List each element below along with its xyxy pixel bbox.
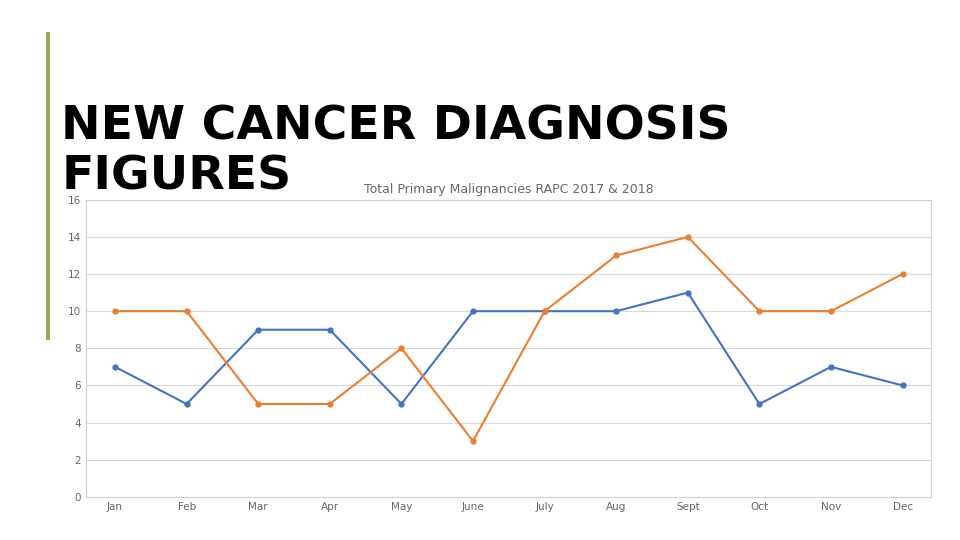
2018 Total Primary Malignancies xyxy=(180,308,192,314)
2018 Total Primary Malignancies xyxy=(754,308,765,314)
2018 Total Primary Malignancies xyxy=(252,401,264,407)
2017 Total Primary Malignancies xyxy=(324,327,336,333)
2018 Total Primary Malignancies xyxy=(897,271,908,278)
2018 Total Primary Malignancies xyxy=(826,308,837,314)
Line: 2018 Total Primary Malignancies: 2018 Total Primary Malignancies xyxy=(112,234,905,443)
2017 Total Primary Malignancies xyxy=(539,308,550,314)
Text: NEW CANCER DIAGNOSIS
FIGURES: NEW CANCER DIAGNOSIS FIGURES xyxy=(61,105,731,200)
2017 Total Primary Malignancies xyxy=(826,363,837,370)
2018 Total Primary Malignancies xyxy=(539,308,550,314)
2018 Total Primary Malignancies xyxy=(396,345,407,352)
2018 Total Primary Malignancies xyxy=(682,234,693,240)
2018 Total Primary Malignancies xyxy=(468,438,479,444)
2017 Total Primary Malignancies xyxy=(252,327,264,333)
2017 Total Primary Malignancies xyxy=(682,289,693,296)
2017 Total Primary Malignancies xyxy=(754,401,765,407)
2017 Total Primary Malignancies xyxy=(468,308,479,314)
2017 Total Primary Malignancies xyxy=(396,401,407,407)
2017 Total Primary Malignancies xyxy=(109,363,121,370)
2017 Total Primary Malignancies xyxy=(897,382,908,389)
2018 Total Primary Malignancies xyxy=(611,252,622,259)
Title: Total Primary Malignancies RAPC 2017 & 2018: Total Primary Malignancies RAPC 2017 & 2… xyxy=(364,183,654,196)
2018 Total Primary Malignancies xyxy=(324,401,336,407)
Line: 2017 Total Primary Malignancies: 2017 Total Primary Malignancies xyxy=(112,290,905,407)
2017 Total Primary Malignancies xyxy=(180,401,192,407)
2017 Total Primary Malignancies xyxy=(611,308,622,314)
2018 Total Primary Malignancies xyxy=(109,308,121,314)
